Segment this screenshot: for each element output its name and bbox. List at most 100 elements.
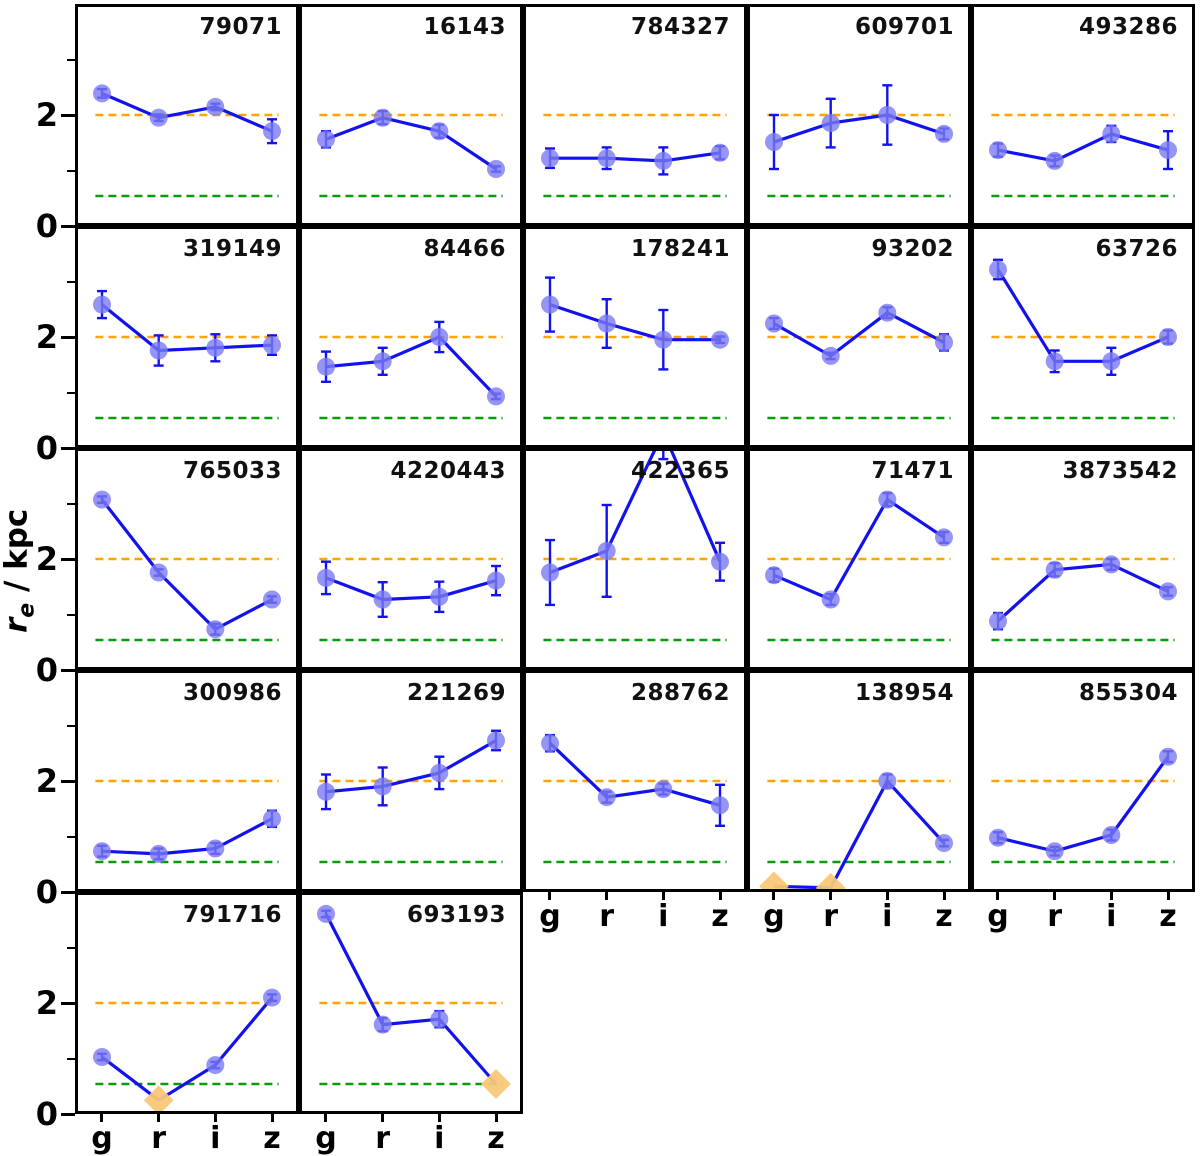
panel-id-label: 221269 <box>406 680 506 706</box>
panel-178241: 178241 <box>523 226 747 448</box>
x-tick <box>548 892 552 900</box>
x-tick <box>437 1114 441 1122</box>
panel-855304: 855304 <box>971 670 1195 892</box>
panel-63726: 63726 <box>971 226 1195 448</box>
x-tick-label-r: r <box>375 1121 391 1156</box>
x-tick <box>1109 892 1113 900</box>
series-line <box>101 817 273 856</box>
point-marker <box>821 590 840 609</box>
panel-id-label: 855304 <box>1078 680 1178 706</box>
point-marker <box>263 590 281 609</box>
x-tick-label-g: g <box>315 1121 337 1156</box>
point-marker <box>541 563 559 582</box>
point-marker <box>149 563 168 582</box>
point-marker <box>317 782 335 801</box>
panel-319149: 319149 <box>75 226 299 448</box>
x-tick <box>996 892 1000 900</box>
point-marker <box>430 328 449 346</box>
point-marker <box>935 834 953 853</box>
panel-71471: 71471 <box>747 448 971 670</box>
point-marker <box>654 330 673 349</box>
x-tick <box>213 1114 217 1122</box>
panel-plot <box>93 988 281 1111</box>
point-marker <box>373 1015 392 1034</box>
panel-16143: 16143 <box>299 4 523 226</box>
panel-plot <box>93 490 281 642</box>
panel-id-label: 609701 <box>854 14 954 40</box>
point-marker <box>487 731 505 750</box>
diamond-marker <box>815 873 846 889</box>
point-marker <box>317 130 335 149</box>
point-marker <box>487 571 505 590</box>
point-marker <box>1045 842 1064 861</box>
panel-plot <box>989 258 1177 420</box>
x-tick-label-i: i <box>1106 899 1117 934</box>
panel-4220443: 4220443 <box>299 448 523 670</box>
x-tick-label-r: r <box>823 899 839 934</box>
panel-id-label: 84466 <box>423 236 506 262</box>
y-major-tick <box>61 1001 75 1005</box>
x-tick-label-z: z <box>263 1121 281 1156</box>
point-marker <box>487 160 505 178</box>
series-line <box>997 132 1169 163</box>
series-line <box>325 576 497 602</box>
point-marker <box>206 338 225 357</box>
point-marker <box>1102 352 1121 371</box>
y-minor-tick <box>67 1057 75 1060</box>
point-marker <box>206 97 225 116</box>
point-marker <box>430 1010 449 1029</box>
x-tick-label-g: g <box>539 899 561 934</box>
x-tick <box>885 892 889 900</box>
series-line <box>325 739 497 794</box>
point-marker <box>263 122 281 141</box>
y-tick-label: 2 <box>35 540 58 578</box>
series-line <box>997 755 1170 853</box>
panel-id-label: 693193 <box>406 902 506 928</box>
point-marker <box>149 108 168 127</box>
point-marker <box>597 788 616 807</box>
point-marker <box>1045 151 1064 170</box>
panel-id-label: 422365 <box>630 458 730 484</box>
panel-79071: 79071 <box>75 4 299 226</box>
diamond-marker <box>481 1069 511 1099</box>
series-line <box>100 498 273 631</box>
y-minor-tick <box>67 280 75 283</box>
panel-765033: 765033 <box>75 448 299 670</box>
point-marker <box>263 336 281 355</box>
point-marker <box>878 772 897 790</box>
point-marker <box>711 796 729 815</box>
y-tick-label: 2 <box>35 984 58 1022</box>
x-tick-label-g: g <box>91 1121 113 1156</box>
point-marker <box>1045 560 1064 579</box>
panel-plot <box>989 747 1177 864</box>
x-tick-label-g: g <box>763 899 785 934</box>
point-marker <box>765 314 783 333</box>
x-tick-label-i: i <box>434 1121 445 1156</box>
panel-3873542: 3873542 <box>971 448 1195 670</box>
panel-84466: 84466 <box>299 226 523 448</box>
point-marker <box>373 777 392 796</box>
point-marker <box>93 490 111 509</box>
panel-plot <box>541 733 729 864</box>
panel-784327: 784327 <box>523 4 747 226</box>
y-tick-label: 2 <box>35 762 58 800</box>
x-tick-label-z: z <box>487 1121 505 1156</box>
panel-id-label: 319149 <box>182 236 282 262</box>
point-marker <box>878 106 897 124</box>
panel-288762: 288762 <box>523 670 747 892</box>
y-major-tick <box>61 890 75 894</box>
x-tick <box>324 1114 328 1122</box>
panel-plot <box>93 779 281 864</box>
x-tick <box>494 1114 498 1122</box>
panel-id-label: 3873542 <box>1062 458 1178 484</box>
panel-791716: 791716 <box>75 892 299 1114</box>
panel-plot <box>317 557 505 642</box>
point-marker <box>711 330 729 349</box>
series-line <box>325 335 498 398</box>
point-marker <box>373 590 392 609</box>
point-marker <box>597 541 616 560</box>
point-marker <box>765 566 783 585</box>
y-major-tick <box>61 224 75 228</box>
point-marker <box>1102 555 1121 574</box>
y-tick-label: 0 <box>35 429 58 467</box>
